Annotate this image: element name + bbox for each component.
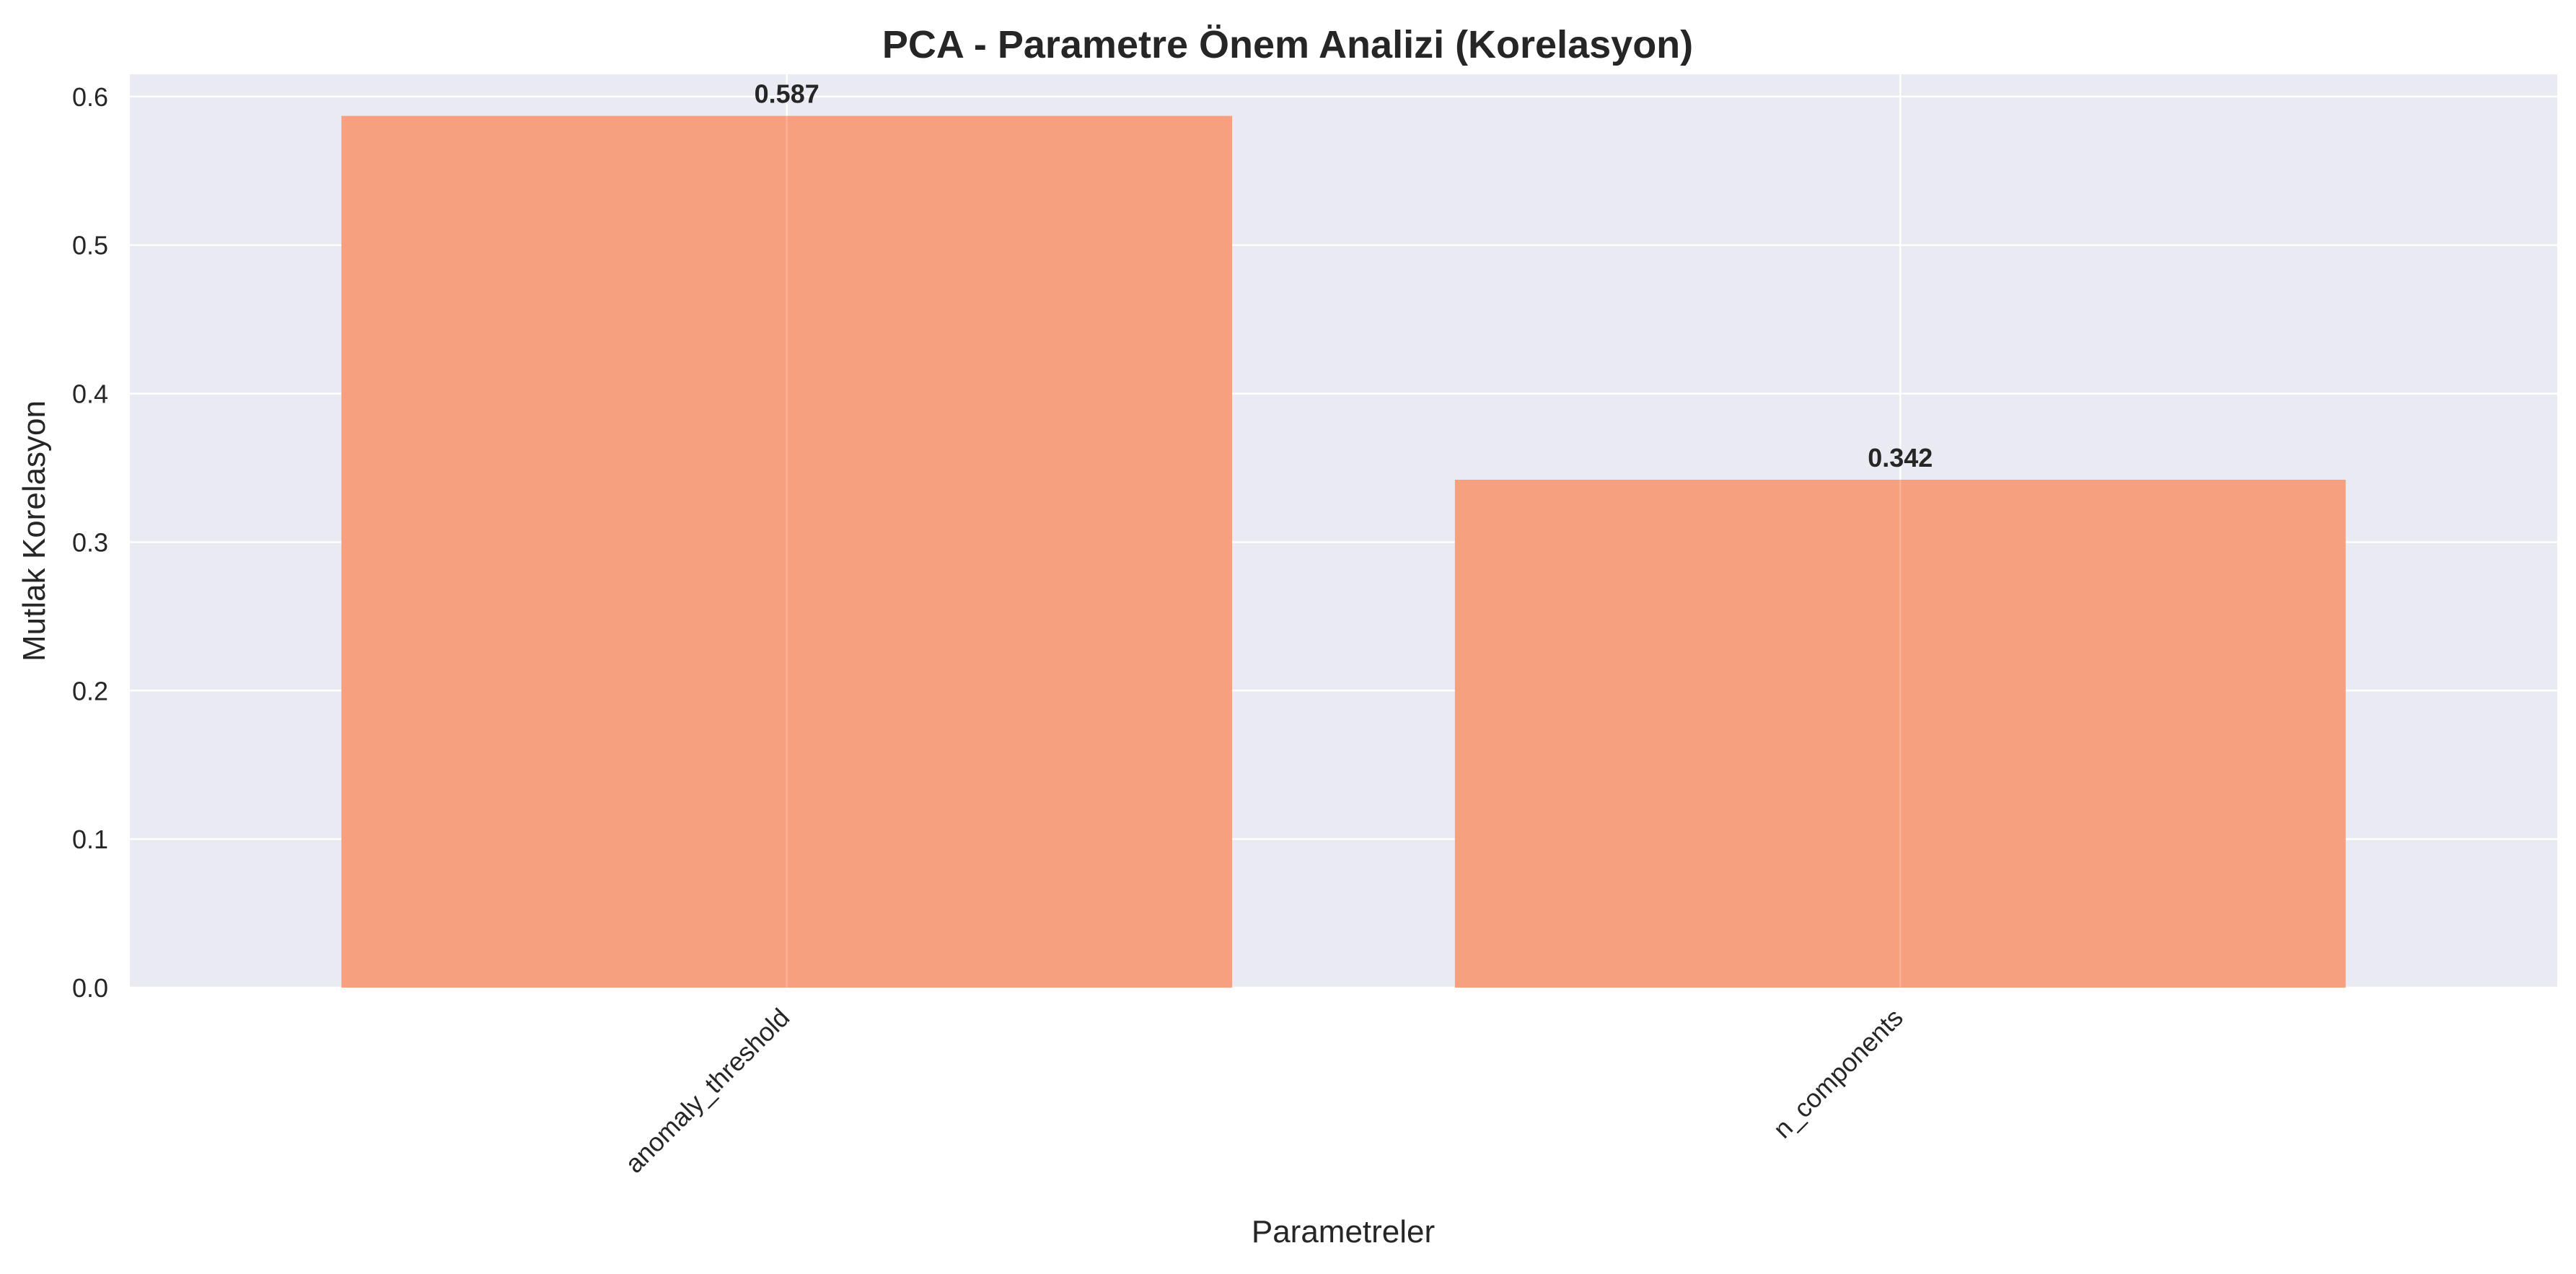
data-labels: 0.587 0.342 xyxy=(755,79,1933,473)
y-tick-label: 0.3 xyxy=(72,527,108,557)
y-tick-label: 0.2 xyxy=(72,676,108,706)
bar-data-label: 0.342 xyxy=(1868,443,1933,473)
y-tick-label: 0.5 xyxy=(72,231,108,260)
y-tick-label: 0.6 xyxy=(72,82,108,112)
y-tick-label: 0.1 xyxy=(72,825,108,854)
y-axis-ticks: 0.0 0.1 0.2 0.3 0.4 0.5 0.6 xyxy=(72,82,108,1003)
grid-overlay xyxy=(786,115,1902,988)
chart-title: PCA - Parametre Önem Analizi (Korelasyon… xyxy=(882,23,1693,66)
y-axis-label: Mutlak Korelasyon xyxy=(17,400,52,662)
y-tick-label: 0.4 xyxy=(72,379,108,409)
bars xyxy=(341,115,2346,988)
bar-anomaly-threshold xyxy=(341,115,1233,988)
bar-data-label: 0.587 xyxy=(755,79,819,109)
x-axis-label: Parametreler xyxy=(1252,1214,1435,1249)
y-tick-label: 0.0 xyxy=(72,973,108,1003)
bar-n-components xyxy=(1454,479,2346,988)
